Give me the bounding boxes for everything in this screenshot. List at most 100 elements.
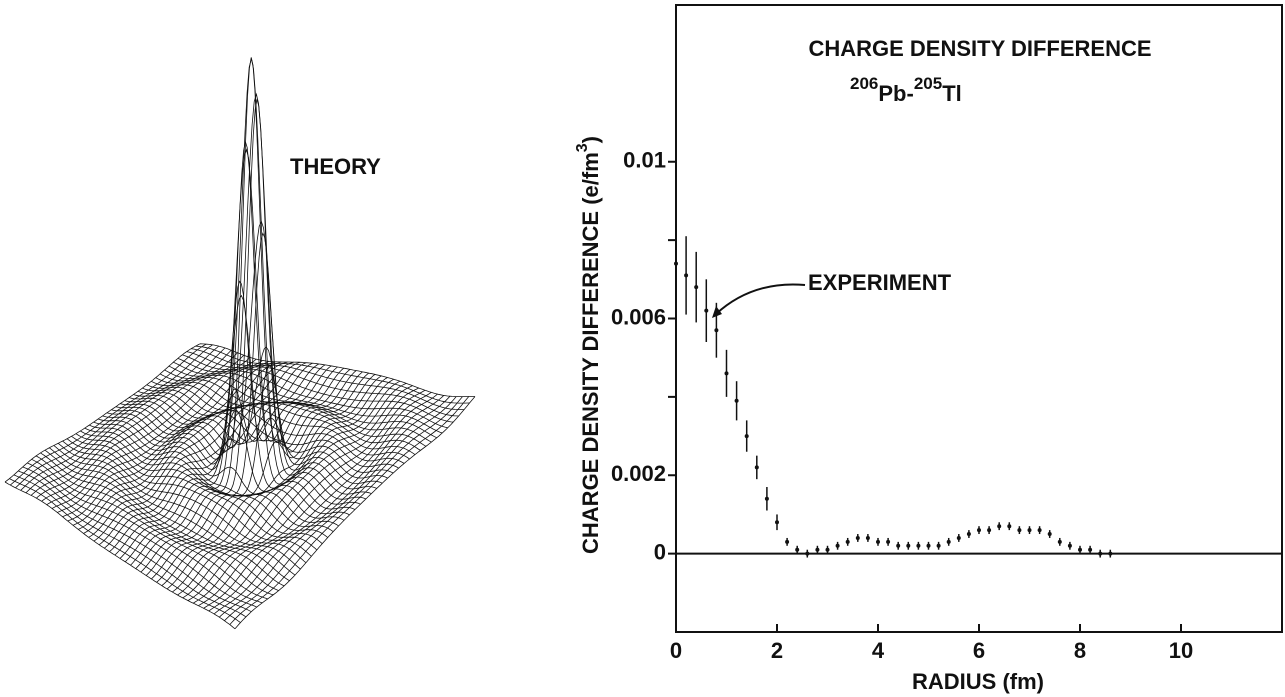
x-tick-label: 8 — [1074, 638, 1086, 663]
data-point — [896, 543, 901, 548]
wire-line — [140, 232, 363, 573]
data-point — [835, 543, 840, 548]
chart-title: CHARGE DENSITY DIFFERENCE — [808, 36, 1151, 61]
mass-number: 206 — [850, 74, 878, 93]
data-point — [694, 285, 699, 290]
data-point — [1037, 528, 1042, 533]
wire-line — [151, 374, 376, 580]
data-point — [1047, 532, 1052, 537]
wire-line — [88, 361, 301, 538]
wire-line — [234, 396, 476, 630]
element: Pb- — [878, 81, 913, 106]
data-point — [785, 539, 790, 544]
theory-surface — [4, 57, 476, 630]
wire-line — [114, 365, 332, 556]
data-point — [1067, 543, 1072, 548]
data-point — [936, 543, 941, 548]
wire-line — [51, 358, 257, 509]
data-point — [946, 539, 951, 544]
data-point — [754, 465, 759, 470]
wire-line — [49, 447, 290, 582]
data-point — [886, 539, 891, 544]
y-label-text: CHARGE DENSITY DIFFERENCE (e/fm — [578, 152, 603, 554]
plot-frame — [675, 4, 1283, 633]
wire-line — [25, 347, 226, 494]
y-axis-label: CHARGE DENSITY DIFFERENCE (e/fm3) — [574, 136, 603, 554]
data-point — [815, 547, 820, 552]
y-tick-label: 0.002 — [611, 461, 666, 486]
wire-line — [67, 361, 276, 522]
wire-line — [224, 396, 463, 621]
mass-number: 205 — [914, 74, 942, 93]
data-point — [966, 532, 971, 537]
x-tick-label: 2 — [771, 638, 783, 663]
y-tick-label: 0.006 — [611, 304, 666, 329]
data-point — [724, 371, 729, 376]
wire-line — [9, 343, 207, 486]
y-tick-label: 0.01 — [623, 148, 666, 173]
data-point — [714, 328, 719, 333]
wire-line — [30, 349, 232, 496]
wire-line — [208, 395, 445, 612]
data-point — [704, 308, 709, 313]
data-point — [997, 524, 1002, 529]
data-point — [1007, 524, 1012, 529]
wire-line — [203, 393, 438, 609]
wire-line — [198, 392, 432, 607]
data-point — [1098, 551, 1103, 556]
wire-line — [62, 360, 269, 518]
x-tick-label: 0 — [670, 638, 682, 663]
wire-line — [104, 363, 319, 549]
wire-line — [182, 385, 413, 599]
chart-subtitle: 206Pb-205Tl — [850, 74, 962, 105]
data-point — [855, 535, 860, 540]
wire-line — [4, 343, 201, 483]
wire-line — [229, 396, 470, 625]
data-point — [956, 535, 961, 540]
wire-line — [15, 344, 213, 489]
element: Tl — [942, 81, 962, 106]
data-point — [926, 543, 931, 548]
x-tick-label: 4 — [872, 638, 885, 663]
wire-line — [145, 364, 370, 576]
data-point — [775, 520, 779, 525]
wire-line — [72, 361, 282, 526]
wire-line — [130, 57, 351, 566]
wire-line — [20, 345, 220, 491]
wire-line — [22, 466, 257, 608]
wire-line — [83, 361, 294, 534]
wire-line — [57, 360, 263, 513]
annotation-arrow — [715, 283, 806, 315]
wire-line — [177, 383, 407, 596]
wire-line — [172, 380, 401, 593]
wire-line — [124, 141, 345, 563]
wire-line — [41, 354, 245, 502]
data-point — [845, 539, 850, 544]
x-axis-label: RADIUS (fm) — [912, 669, 1044, 694]
y-label-end: ) — [578, 136, 603, 143]
theory-label: THEORY — [290, 154, 381, 179]
experiment-label: EXPERIMENT — [808, 270, 952, 295]
data-point — [825, 547, 830, 552]
data-point — [865, 535, 870, 540]
data-point — [1017, 528, 1022, 533]
y-tick-label: 0 — [654, 539, 666, 564]
wire-line — [135, 99, 357, 569]
data-point — [876, 539, 880, 544]
data-point — [1088, 547, 1093, 552]
data-point — [987, 528, 992, 533]
wire-line — [109, 364, 326, 552]
data-point — [795, 547, 800, 552]
wire-line — [187, 387, 419, 601]
data-point — [1078, 547, 1082, 552]
data-point — [764, 496, 769, 501]
wire-line — [36, 352, 238, 499]
x-tick-label: 6 — [973, 638, 985, 663]
x-tick-label: 10 — [1169, 638, 1193, 663]
wire-line — [192, 389, 426, 604]
wire-line — [119, 280, 338, 559]
data-point — [734, 398, 739, 403]
wire-line — [27, 462, 263, 604]
data-point — [1027, 528, 1032, 533]
